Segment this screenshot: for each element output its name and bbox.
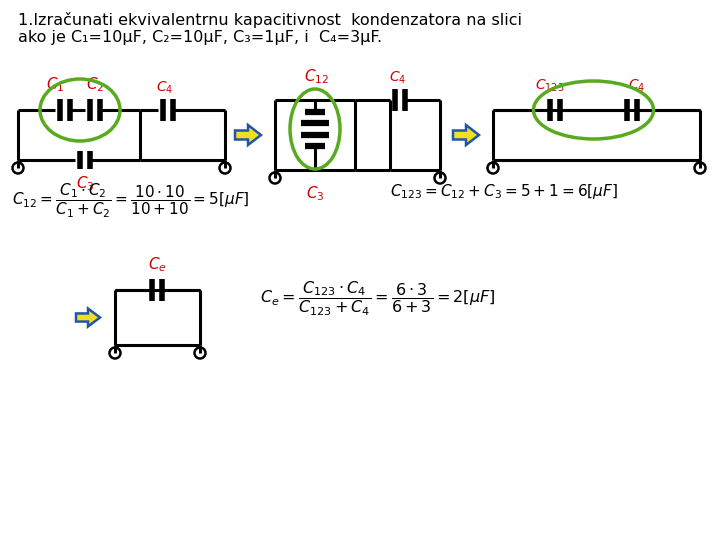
Text: $C_{123}$: $C_{123}$: [535, 78, 564, 94]
Text: $C_4$: $C_4$: [629, 78, 646, 94]
Text: $C_4$: $C_4$: [156, 79, 174, 96]
Text: $C_2$: $C_2$: [86, 75, 104, 94]
Text: $C_e$: $C_e$: [148, 255, 166, 274]
Text: $C_3$: $C_3$: [306, 184, 324, 202]
Text: 1.Izračunati ekvivalentrnu kapacitivnost  kondenzatora na slici: 1.Izračunati ekvivalentrnu kapacitivnost…: [18, 12, 522, 28]
Text: $C_{e} = \dfrac{C_{123} \cdot C_4}{C_{123}+C_4} = \dfrac{6 \cdot 3}{6+3} = 2\lef: $C_{e} = \dfrac{C_{123} \cdot C_4}{C_{12…: [260, 280, 495, 319]
Polygon shape: [453, 125, 479, 145]
Polygon shape: [235, 125, 261, 145]
Text: ako je C₁=10μF, C₂=10μF, C₃=1μF, i  C₄=3μF.: ako je C₁=10μF, C₂=10μF, C₃=1μF, i C₄=3μ…: [18, 30, 382, 45]
Polygon shape: [76, 308, 100, 327]
Text: $C_{12} = \dfrac{C_1 \cdot C_2}{C_1+C_2} = \dfrac{10 \cdot 10}{10+10} = 5\left[\: $C_{12} = \dfrac{C_1 \cdot C_2}{C_1+C_2}…: [12, 182, 250, 220]
Text: $C_{123} = C_{12} + C_3 = 5+1 = 6\left[\mu F\right]$: $C_{123} = C_{12} + C_3 = 5+1 = 6\left[\…: [390, 182, 618, 201]
Text: $C_1$: $C_1$: [46, 75, 64, 94]
Text: $C_4$: $C_4$: [390, 70, 407, 86]
Text: $C_{12}$: $C_{12}$: [305, 68, 330, 86]
Text: $C_3$: $C_3$: [76, 174, 94, 193]
